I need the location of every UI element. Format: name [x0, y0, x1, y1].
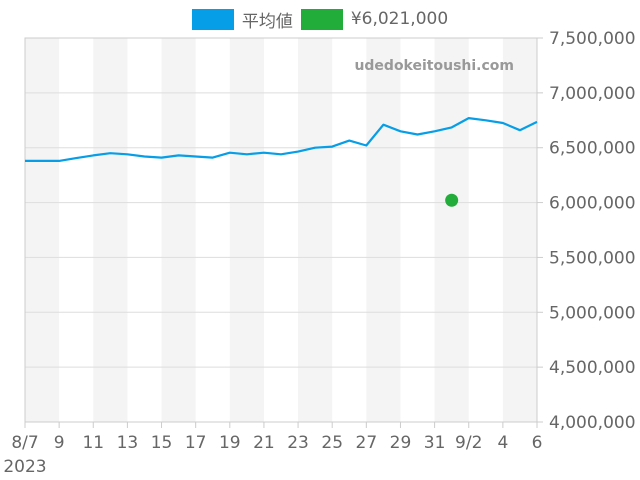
- y-tick-label: 5,000,000: [549, 303, 636, 323]
- band: [502, 38, 537, 422]
- legend-swatch-price: [300, 8, 343, 30]
- x-tick-label: 8/7: [11, 433, 38, 453]
- average-price-line: [25, 116, 538, 162]
- band: [366, 38, 401, 422]
- x-tick-label: 4: [497, 433, 508, 453]
- y-tick-label: 6,500,000: [549, 139, 636, 159]
- legend-label-average: 平均値: [241, 11, 293, 32]
- legend-item-price[interactable]: ¥6,021,000: [300, 8, 449, 30]
- band: [93, 38, 128, 422]
- y-axis: 7,500,000 7,000,000 6,500,000 6,000,000 5,50…: [537, 29, 636, 433]
- y-tick-label: 7,500,000: [549, 29, 636, 49]
- x-tick-label: 25: [321, 433, 343, 453]
- chart-legend: 平均値 ¥6,021,000: [0, 6, 640, 32]
- legend-swatch-average: [191, 8, 234, 30]
- watermark: udedokeitoushi.com: [354, 58, 514, 74]
- band: [25, 38, 60, 422]
- legend-label-price: ¥6,021,000: [350, 9, 449, 29]
- legend-item-average[interactable]: 平均値: [191, 7, 293, 32]
- x-tick-label: 9/2: [455, 433, 482, 453]
- x-tick-label: 29: [390, 433, 412, 453]
- price-points: [445, 193, 459, 207]
- x-year-label: 2023: [3, 457, 46, 477]
- y-tick-label: 4,500,000: [549, 358, 636, 378]
- band: [229, 38, 264, 422]
- x-axis: 8/7 9 11 13 15 17 19 21 23 25 27 29 31 9/2 4 6 2023: [3, 422, 542, 477]
- band: [161, 38, 196, 422]
- band: [434, 38, 469, 422]
- x-tick-label: 9: [54, 433, 65, 453]
- x-tick-label: 15: [151, 433, 173, 453]
- price-point[interactable]: [445, 193, 459, 207]
- x-tick-label: 11: [82, 433, 104, 453]
- x-tick-label: 23: [287, 433, 309, 453]
- y-tick-label: 5,500,000: [549, 248, 636, 268]
- x-tick-label: 13: [117, 433, 139, 453]
- x-tick-label: 19: [219, 433, 241, 453]
- x-tick-label: 31: [424, 433, 446, 453]
- y-tick-label: 6,000,000: [549, 194, 636, 214]
- plot-area-border: [24, 37, 538, 423]
- x-tick-label: 17: [185, 433, 207, 453]
- y-tick-label: 4,000,000: [549, 413, 636, 433]
- alternating-bands: [25, 38, 537, 422]
- x-tick-label: 6: [532, 433, 543, 453]
- x-tick-label: 21: [253, 433, 275, 453]
- band: [298, 38, 333, 422]
- y-tick-label: 7,000,000: [549, 84, 636, 104]
- x-tick-label: 27: [356, 433, 378, 453]
